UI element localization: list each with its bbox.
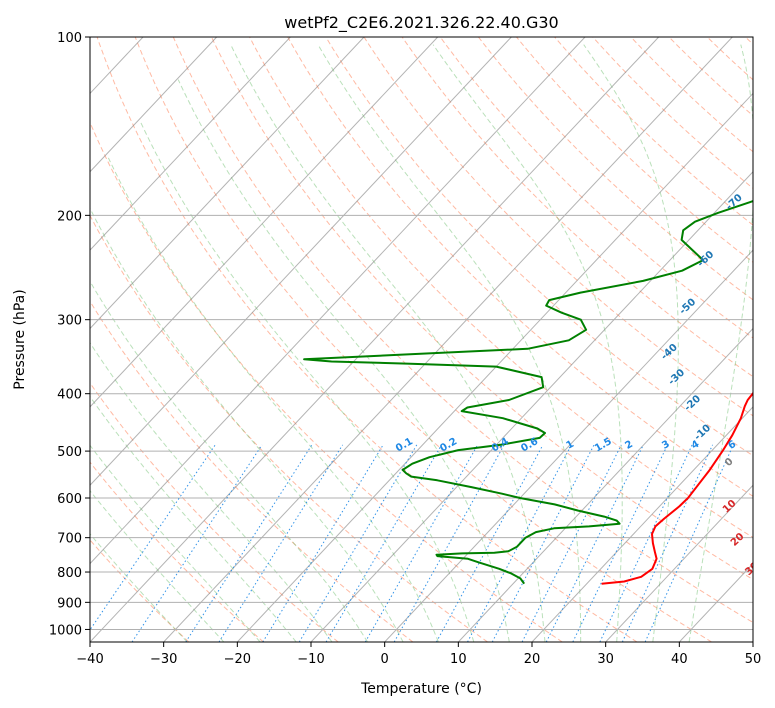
dry-adiabat — [134, 37, 712, 642]
x-tick-label: 40 — [671, 652, 688, 667]
mixing-ratio-line — [185, 444, 313, 642]
dry-adiabat — [90, 461, 264, 642]
mixing-ratio-label: 2 — [623, 439, 635, 452]
isotherm — [384, 249, 753, 642]
x-tick-label: −10 — [297, 652, 324, 667]
mixing-ratio-line — [364, 444, 479, 642]
dry-adiabat — [172, 37, 753, 624]
y-tick-label: 300 — [57, 314, 82, 329]
moist-adiabat — [90, 207, 404, 642]
y-axis: 100 200 300 400 500 600 700 800 900 1000 — [49, 31, 90, 638]
mixing-ratio-line — [572, 444, 668, 642]
y-tick-label: 500 — [57, 445, 82, 460]
isotherm — [310, 171, 753, 642]
chart-title: wetPf2_C2E6.2021.326.22.40.G30 — [284, 13, 558, 33]
plot-area: -100-90-80-70-60-50-40-30-20-100.10.20.4… — [90, 37, 771, 642]
moist-adiabat — [107, 157, 439, 642]
y-tick-label: 1000 — [49, 623, 82, 638]
x-tick-label: 0 — [381, 652, 389, 667]
mixing-ratio-line — [218, 444, 344, 642]
y-tick-label: 900 — [57, 596, 82, 611]
x-tick-label: 50 — [745, 652, 762, 667]
mixing-ratio-label: 3 — [660, 439, 672, 452]
mixing-ratio-label: 6 — [727, 439, 739, 452]
moist-adiabat — [177, 79, 510, 642]
mixing-ratio-label: 4 — [690, 439, 702, 452]
isotherm-label: 30 — [743, 560, 761, 578]
dry-adiabat — [439, 37, 753, 339]
dewpoint-line — [303, 200, 753, 585]
mixing-ratio-label: 1 — [564, 439, 576, 452]
x-tick-label: 10 — [450, 652, 467, 667]
dry-adiabat — [363, 37, 753, 417]
x-tick-label: −30 — [150, 652, 177, 667]
isotherm — [90, 37, 439, 408]
y-tick-label: 600 — [57, 492, 82, 507]
isotherm — [90, 37, 291, 251]
x-tick-label: 30 — [597, 652, 614, 667]
y-tick-label: 100 — [57, 31, 82, 46]
mixing-ratio-line — [545, 444, 644, 642]
mixing-ratio-line — [599, 444, 693, 642]
isotherm — [90, 37, 218, 173]
moist-adiabat — [317, 44, 582, 642]
dry-adiabat — [90, 300, 414, 642]
dry-adiabat — [249, 37, 753, 539]
dry-adiabat — [90, 121, 563, 642]
mixing-ratio-line — [621, 444, 714, 642]
dry-adiabat — [401, 37, 753, 378]
isotherm — [90, 37, 365, 330]
mixing-ratio-line — [491, 444, 595, 642]
isotherm — [457, 327, 753, 642]
isotherm — [90, 37, 586, 565]
plot-frame — [89, 36, 754, 643]
y-axis-title: Pressure (hPa) — [12, 289, 28, 389]
mixing-ratio-line — [262, 444, 384, 642]
moist-adiabat — [90, 395, 297, 642]
moist-adiabat — [230, 44, 546, 642]
moist-adiabat — [90, 489, 225, 642]
dry-adiabat — [592, 37, 753, 189]
isotherm — [236, 92, 753, 642]
isotherm — [605, 484, 753, 642]
dry-adiabat — [90, 214, 488, 642]
moist-adiabat — [90, 533, 188, 642]
mixing-ratio-line — [393, 444, 505, 642]
dry-adiabat — [287, 37, 753, 497]
height-label: -80 — [750, 131, 771, 151]
y-tick-label: 800 — [57, 566, 82, 581]
moist-adiabat — [90, 341, 333, 642]
moist-adiabat — [688, 44, 753, 642]
y-tick-label: 400 — [57, 388, 82, 403]
x-tick-label: −40 — [76, 652, 103, 667]
x-tick-label: 20 — [524, 652, 541, 667]
x-axis: −40 −30 −20 −10 0 10 20 30 40 50 — [76, 642, 761, 667]
moist-adiabat — [90, 280, 369, 642]
temperature-line — [601, 391, 753, 585]
x-tick-label: −20 — [224, 652, 251, 667]
dry-adiabat — [516, 37, 753, 263]
isotherm — [90, 37, 660, 642]
dry-adiabat — [90, 539, 190, 642]
mixing-ratio-line — [131, 444, 263, 642]
isotherm — [163, 37, 733, 642]
x-axis-title: Temperature (°C) — [360, 681, 482, 697]
isotherm — [531, 406, 753, 642]
dry-adiabat — [211, 37, 753, 581]
y-tick-label: 700 — [57, 532, 82, 547]
isotherm — [90, 37, 512, 486]
moist-adiabat — [432, 44, 623, 642]
mixing-ratio-line — [435, 444, 544, 642]
y-tick-label: 200 — [57, 209, 82, 224]
dry-adiabat — [96, 37, 638, 642]
mixing-ratio-line — [521, 444, 622, 642]
mixing-ratio-line — [467, 444, 572, 642]
